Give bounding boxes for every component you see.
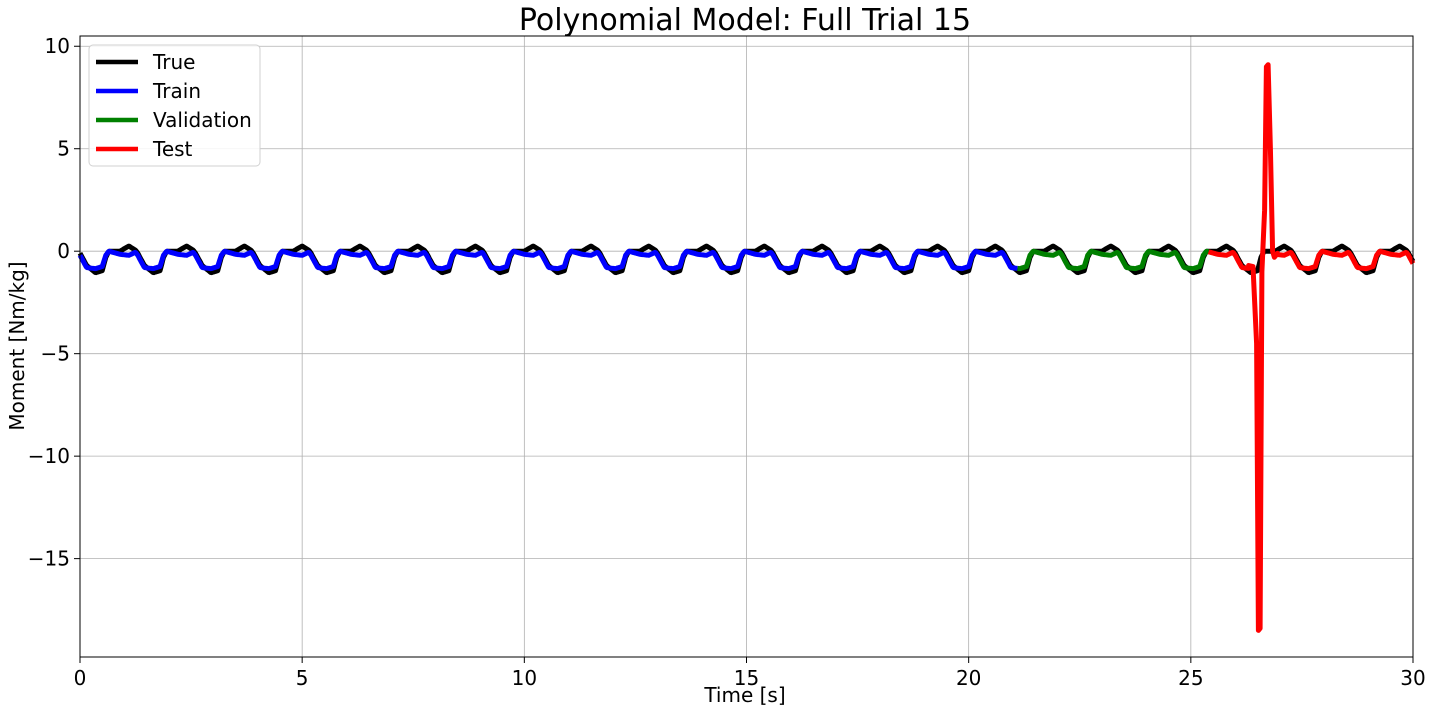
y-tick-label: −5 [41, 342, 70, 366]
y-tick-label: −10 [28, 444, 70, 468]
series-train-line [77, 248, 1020, 272]
y-tick-label: 5 [57, 137, 70, 161]
series-test-line [1207, 62, 1416, 633]
y-axis-label: Moment [Nm/kg] [5, 261, 29, 430]
legend-label-true: True [152, 50, 195, 74]
legend-label-test: Test [152, 137, 193, 161]
x-tick-label: 0 [74, 666, 87, 690]
legend-label-train: Train [152, 79, 201, 103]
x-tick-label: 25 [1178, 666, 1203, 690]
chart-title: Polynomial Model: Full Trial 15 [519, 3, 971, 38]
legend: True Train Validation Test [88, 44, 261, 167]
y-tick-label: 0 [57, 239, 70, 263]
series-validation-line [1015, 248, 1211, 272]
x-tick-label: 5 [296, 666, 309, 690]
y-axis: 10 5 0 −5 −10 −15 [28, 34, 80, 571]
x-tick-label: 20 [956, 666, 981, 690]
x-axis-label: Time [s] [703, 683, 785, 707]
x-tick-label: 30 [1400, 666, 1425, 690]
series-layer [77, 62, 1416, 633]
x-tick-label: 15 [734, 666, 759, 690]
x-axis: 0 5 10 15 20 25 30 [74, 657, 1426, 690]
x-tick-label: 10 [512, 666, 537, 690]
y-tick-label: 10 [45, 34, 70, 58]
grid [79, 36, 1414, 657]
legend-label-validation: Validation [153, 108, 252, 132]
y-tick-label: −15 [28, 547, 70, 571]
legend-box [88, 44, 261, 167]
